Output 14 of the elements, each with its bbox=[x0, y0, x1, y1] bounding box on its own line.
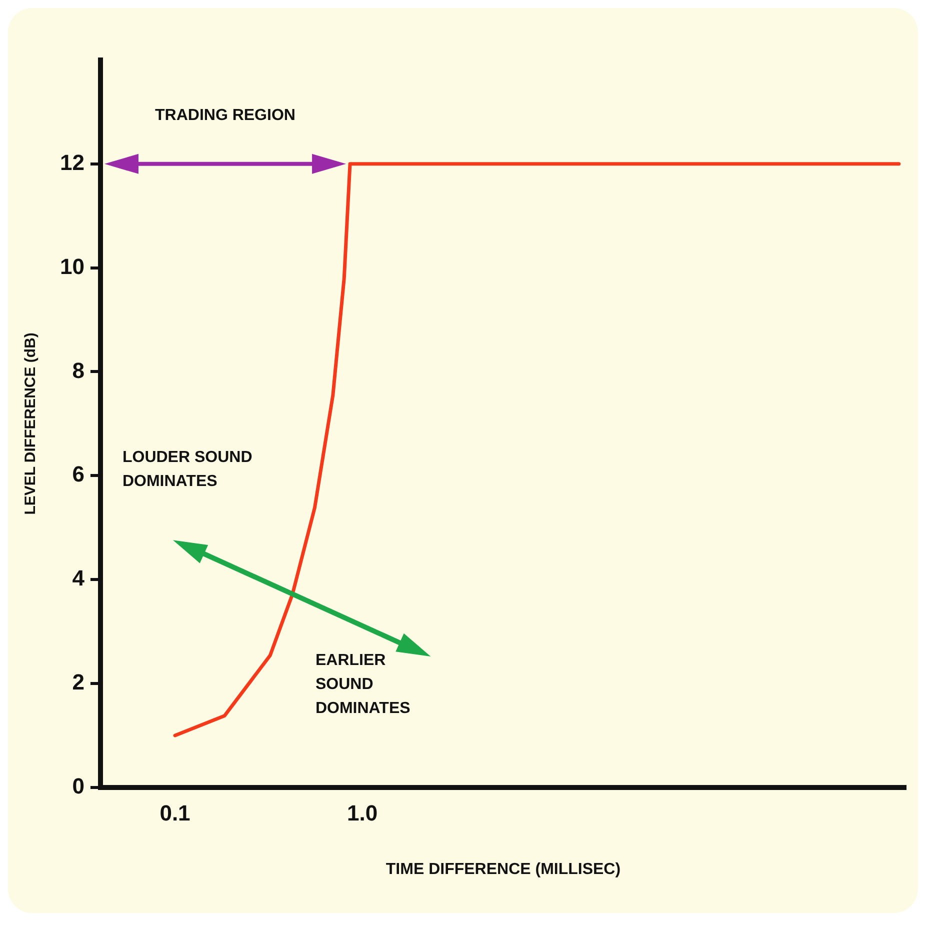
x-tick-label: 0.1 bbox=[160, 800, 190, 826]
y-tick-label: 8 bbox=[72, 358, 84, 383]
y-tick-label: 2 bbox=[72, 670, 84, 695]
annotation: EARLIER SOUND DOMINATES bbox=[315, 651, 412, 720]
x-tick-label: 1.0 bbox=[346, 800, 378, 826]
y-tick-label: 10 bbox=[60, 254, 84, 279]
x-axis-title: TIME DIFFERENCE (MILLISEC) bbox=[386, 860, 621, 878]
y-tick-label: 0 bbox=[72, 773, 84, 798]
annotation: TRADING REGION bbox=[154, 106, 296, 126]
y-tick-label: 4 bbox=[72, 566, 86, 591]
y-tick-label: 12 bbox=[60, 150, 84, 175]
y-axis-title: LEVEL DIFFERENCE (dB) bbox=[22, 332, 40, 515]
y-tick-label: 6 bbox=[72, 462, 84, 487]
annotation: LOUDER SOUND DOMINATES bbox=[122, 448, 252, 492]
